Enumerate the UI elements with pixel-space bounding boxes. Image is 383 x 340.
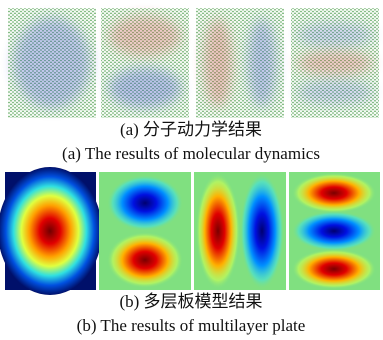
md-panels [8,8,379,118]
md-panel-4 [291,8,379,118]
figure: (a) 分子动力学结果 (a) The results of molecular… [0,0,383,340]
plate-panel-2 [99,172,191,290]
caption-b-zh: (b) 多层板模型结果 [119,292,262,311]
plate-panels [0,167,380,295]
md-panel-3 [196,8,284,118]
md-panel-1 [8,8,96,118]
md-panel-2 [101,8,189,118]
caption-a-en: (a) The results of molecular dynamics [62,144,320,163]
caption-a-zh: (a) 分子动力学结果 [120,120,262,139]
plate-panel-3 [194,172,286,290]
plate-panel-4 [289,172,380,290]
plate-panel-1 [0,167,102,295]
caption-b-en: (b) The results of multilayer plate [77,316,306,335]
